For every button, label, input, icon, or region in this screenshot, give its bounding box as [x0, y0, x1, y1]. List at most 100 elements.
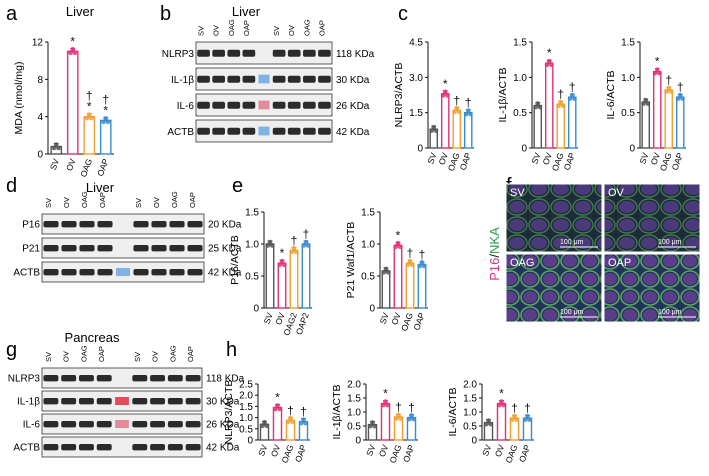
y-tick-label: 0.5: [245, 272, 259, 283]
data-point: [385, 270, 391, 275]
blot-band: [212, 75, 226, 83]
blot-band: [43, 421, 59, 428]
blot-lane-label: OV: [62, 351, 71, 362]
category-label: OAG: [388, 443, 404, 464]
category-label: OAG: [78, 157, 94, 178]
bar: [265, 243, 275, 309]
blot-band: [185, 375, 201, 382]
data-point: [405, 262, 411, 268]
blot-band: [185, 398, 201, 405]
y-tick-label: 1.0: [621, 73, 635, 84]
blot-size-label: 42 KDa: [208, 268, 242, 279]
blot-lane-label: OV: [287, 25, 296, 36]
bar: [272, 406, 283, 441]
data-point: [277, 262, 283, 268]
blot-lane-label: SV: [272, 26, 281, 36]
significance-mark: *: [396, 228, 401, 242]
bar: [641, 101, 651, 149]
data-point: [381, 270, 387, 275]
y-axis-label: IL-1β/ACTB: [331, 384, 343, 439]
bar: [452, 109, 462, 149]
bar: [463, 111, 473, 149]
significance-mark: †: [287, 403, 294, 417]
data-point: [105, 119, 111, 125]
category-label: OAP: [401, 443, 417, 464]
y-tick-label: 4: [37, 112, 43, 123]
significance-mark: *: [547, 46, 552, 60]
data-point: [486, 418, 491, 423]
blot-size-label: 42 KDa: [336, 127, 370, 138]
blot-band: [197, 101, 210, 109]
blot-band: [97, 269, 113, 276]
bar: [277, 262, 287, 309]
data-point: [535, 101, 541, 106]
blot-band: [150, 398, 166, 405]
data-point: [569, 92, 575, 98]
y-tick-label: 1.5: [361, 208, 375, 219]
blot-size-label: 30 KDa: [206, 397, 240, 408]
bar: [393, 244, 403, 309]
blot-band: [212, 127, 226, 135]
data-point: [281, 262, 287, 268]
category-label: SV: [637, 151, 650, 165]
blot-protein-label: IL-1β: [171, 75, 194, 86]
y-tick-label: 0.5: [347, 422, 361, 433]
blot-strip: [41, 237, 205, 259]
bar: [440, 93, 450, 149]
significance-mark: *: [103, 103, 108, 117]
bar: [664, 89, 674, 149]
blot-band: [61, 421, 77, 428]
category-label: OV: [649, 151, 663, 166]
micro-scale-ov: 100 μm: [658, 239, 682, 246]
data-point: [299, 420, 304, 426]
data-point: [664, 89, 669, 94]
data-point: [452, 109, 457, 115]
blot-protein-label: NLRP3: [162, 49, 195, 60]
blot-band: [169, 221, 185, 228]
significance-mark: †: [569, 80, 576, 94]
category-label: OAP: [562, 151, 578, 172]
blot-lane-label: OV: [212, 25, 221, 36]
y-tick-label: 0: [521, 144, 527, 155]
blot-protein-label: IL-6: [177, 101, 195, 112]
blot-band: [185, 421, 201, 428]
blot-size-label: 20 KDa: [208, 220, 242, 231]
blot-lane-label: OAP: [188, 192, 197, 208]
significance-mark: †: [86, 89, 93, 103]
blot-band: [78, 444, 94, 451]
data-point: [465, 108, 471, 113]
blot-lane-label: SV: [197, 26, 206, 36]
blot-size-label: 42 KDa: [206, 443, 240, 454]
y-tick-label: 0: [247, 436, 253, 447]
data-point: [89, 115, 94, 121]
y-tick-label: 1.5: [621, 38, 635, 49]
blot-band: [151, 221, 167, 228]
y-tick-label: 0: [629, 144, 635, 155]
blot-band: [187, 221, 203, 228]
data-point: [409, 262, 415, 268]
blot-band: [61, 221, 77, 228]
blot-band: [287, 101, 301, 109]
blot-lane-label: OAG: [170, 191, 179, 208]
y-axis-label: P16/ACTB: [229, 235, 241, 285]
data-point: [533, 104, 538, 110]
y-tick-label: 1.0: [513, 73, 527, 84]
blot-band: [287, 49, 301, 57]
y-tick-label: 1.5: [463, 394, 477, 405]
category-label: OV: [269, 443, 283, 458]
data-point: [643, 97, 649, 103]
data-point: [666, 85, 672, 91]
y-tick-label: 0: [355, 436, 361, 447]
micro-tile-oag: [505, 253, 603, 323]
blot-band: [79, 245, 95, 252]
significance-mark: †: [511, 401, 518, 415]
bar: [567, 96, 577, 149]
blot-lane-label: OAP: [97, 346, 106, 362]
data-point: [567, 96, 573, 101]
data-point: [556, 103, 561, 108]
bar: [66, 50, 79, 155]
data-point: [368, 423, 373, 429]
y-tick-label: 0.5: [621, 108, 635, 119]
